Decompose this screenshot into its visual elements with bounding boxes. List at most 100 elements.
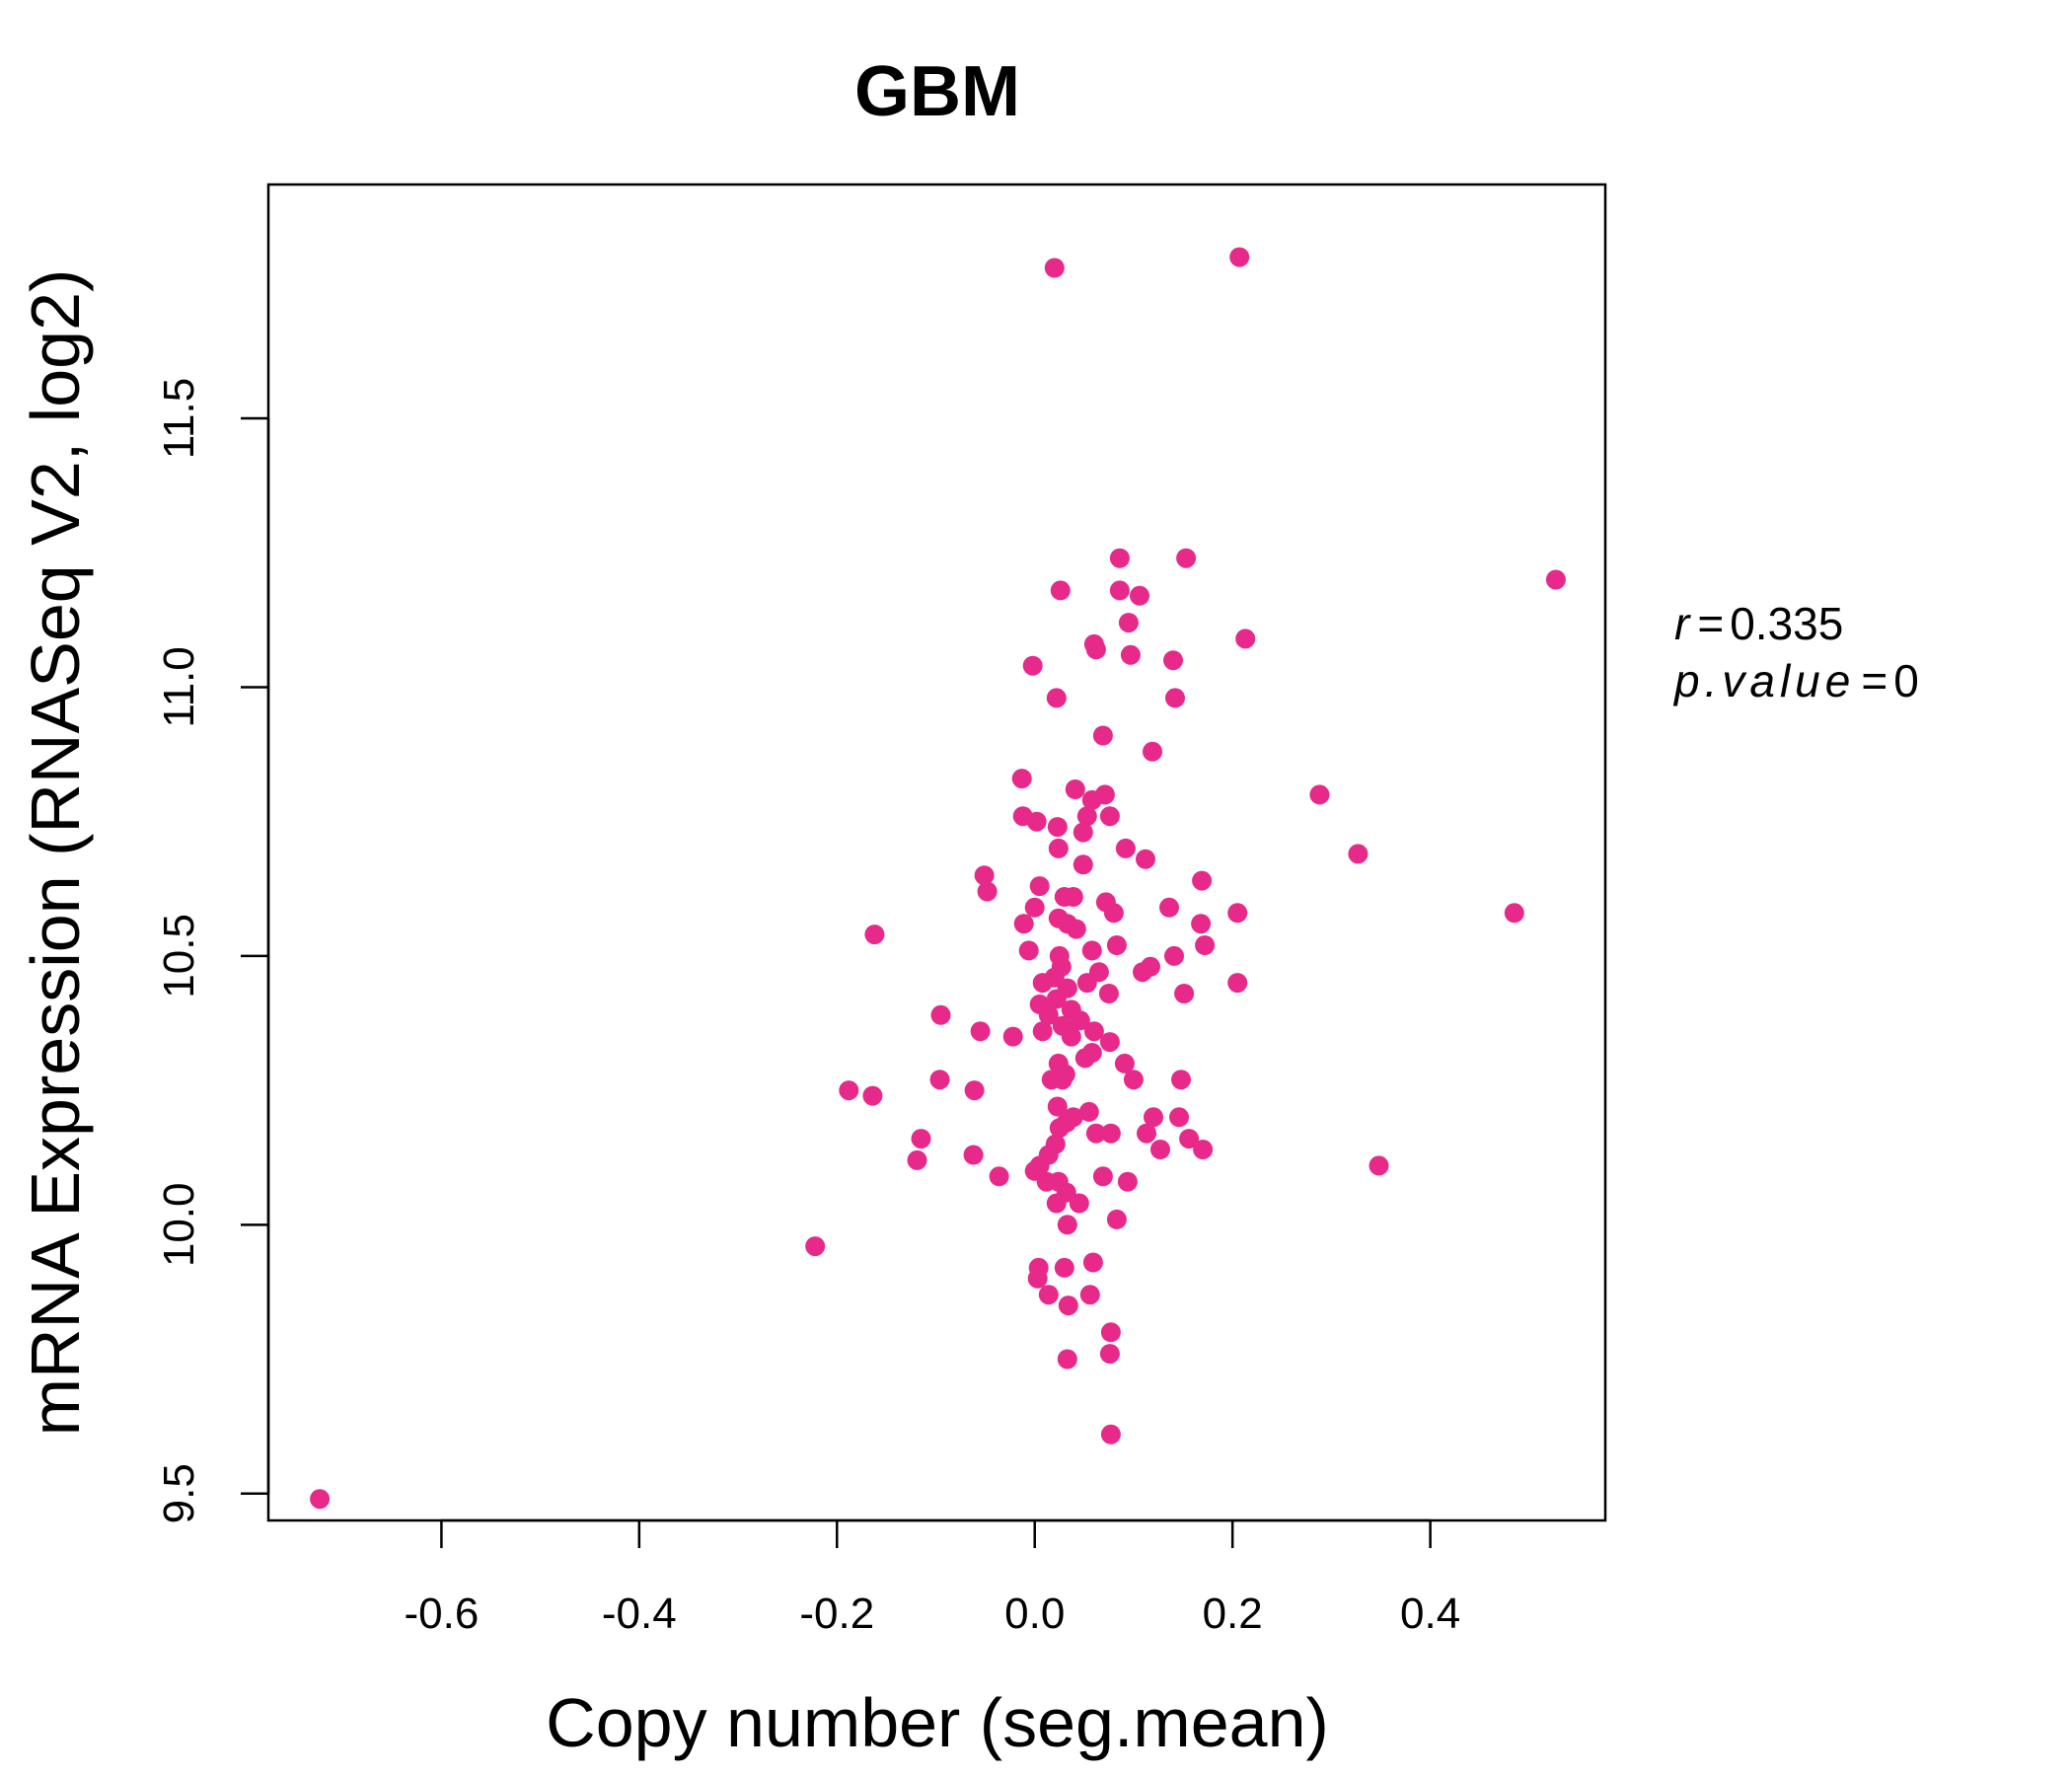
data-point — [1143, 741, 1162, 762]
data-point — [310, 1489, 331, 1510]
r-label: r — [1674, 598, 1691, 649]
data-point — [1130, 585, 1149, 606]
data-point — [1165, 688, 1185, 708]
data-point — [1063, 887, 1083, 907]
data-point — [1099, 806, 1120, 827]
data-point — [1024, 897, 1045, 918]
data-point — [1038, 1285, 1059, 1305]
data-point — [1100, 1322, 1121, 1343]
data-point — [964, 1080, 985, 1101]
data-point — [1074, 1048, 1095, 1069]
data-point — [1048, 838, 1069, 858]
data-point — [1117, 1171, 1138, 1192]
data-point — [1176, 548, 1197, 568]
data-point — [963, 1145, 984, 1165]
data-point — [1046, 688, 1067, 708]
y-tick-label: 11.5 — [155, 378, 203, 459]
data-point — [1159, 897, 1179, 918]
data-point — [930, 1004, 951, 1025]
data-point — [839, 1080, 859, 1101]
correlation-stat: r = 0.335 — [1674, 598, 1843, 649]
chart-title: GBM — [854, 52, 1020, 131]
data-point — [1082, 1252, 1103, 1273]
x-tick-label: -0.6 — [404, 1590, 479, 1638]
data-point — [1027, 1268, 1048, 1289]
x-tick-label: -0.2 — [799, 1590, 874, 1638]
data-point — [1011, 769, 1032, 789]
data-point — [1106, 1209, 1127, 1229]
data-point — [805, 1236, 826, 1257]
data-point — [1026, 811, 1047, 832]
data-point — [1163, 650, 1183, 671]
data-point — [1057, 1215, 1077, 1235]
data-point — [1081, 789, 1102, 810]
data-point — [1100, 1123, 1121, 1144]
data-point — [1169, 1107, 1189, 1128]
x-axis-label: Copy number (seg.mean) — [546, 1684, 1329, 1761]
data-point — [970, 1021, 991, 1042]
data-points — [310, 247, 1566, 1510]
x-tick-label: 0.2 — [1203, 1590, 1263, 1638]
data-point — [929, 1070, 950, 1090]
x-tick-label: -0.4 — [602, 1590, 677, 1638]
data-point — [1100, 1424, 1121, 1444]
data-point — [1115, 838, 1136, 858]
y-tick-label: 10.5 — [155, 914, 203, 999]
data-point — [1044, 258, 1065, 278]
data-point — [1118, 613, 1139, 633]
data-point — [1022, 655, 1043, 676]
data-point — [1193, 1140, 1214, 1159]
x-axis: -0.6 -0.4 -0.2 0.0 0.2 0.4 — [404, 1518, 1460, 1638]
data-point — [1065, 779, 1085, 799]
data-point — [1109, 580, 1130, 601]
data-point — [1085, 639, 1106, 660]
data-point — [1013, 914, 1034, 934]
r-equals: = — [1697, 598, 1724, 649]
data-point — [1049, 1118, 1070, 1139]
data-point — [1309, 784, 1330, 805]
data-point — [907, 1149, 927, 1170]
y-axis-label: mRNA Expression (RNASeq V2, log2) — [17, 269, 94, 1437]
data-point — [1038, 1004, 1059, 1025]
data-point — [1133, 962, 1152, 983]
data-point — [1069, 1193, 1089, 1214]
data-point — [1123, 1070, 1144, 1090]
data-point — [1348, 844, 1369, 864]
data-point — [1098, 984, 1119, 1003]
data-point — [1109, 548, 1130, 568]
p-equals: = — [1861, 655, 1887, 706]
data-point — [1227, 903, 1248, 924]
y-tick-label: 11.0 — [155, 646, 203, 727]
data-point — [1066, 919, 1086, 939]
data-point — [1047, 1096, 1068, 1117]
data-point — [1046, 1193, 1067, 1214]
data-point — [1054, 1257, 1074, 1278]
data-point — [1171, 1070, 1191, 1090]
data-point — [1052, 1070, 1073, 1090]
data-point — [1191, 914, 1212, 934]
data-point — [1078, 1101, 1099, 1122]
data-point — [1545, 569, 1566, 590]
data-point — [1192, 870, 1213, 891]
data-point — [1504, 903, 1524, 924]
data-point — [1099, 1032, 1120, 1053]
data-point — [1046, 989, 1067, 1009]
x-tick-label: 0.0 — [1004, 1590, 1065, 1638]
data-point — [1092, 725, 1113, 746]
data-point — [1369, 1155, 1389, 1176]
data-point — [1050, 580, 1071, 601]
data-point — [1076, 806, 1097, 827]
data-point — [1174, 984, 1195, 1003]
data-point — [1103, 903, 1124, 924]
data-point — [1227, 973, 1248, 994]
data-point — [977, 881, 998, 902]
data-point — [1092, 1166, 1113, 1187]
x-tick-label: 0.4 — [1400, 1590, 1460, 1638]
data-point — [1114, 1053, 1135, 1073]
data-point — [911, 1129, 931, 1149]
data-point — [1081, 940, 1102, 961]
data-point — [1029, 876, 1050, 897]
data-point — [1179, 1129, 1200, 1149]
y-tick-label: 9.5 — [155, 1463, 203, 1523]
p-value: 0 — [1893, 655, 1919, 706]
